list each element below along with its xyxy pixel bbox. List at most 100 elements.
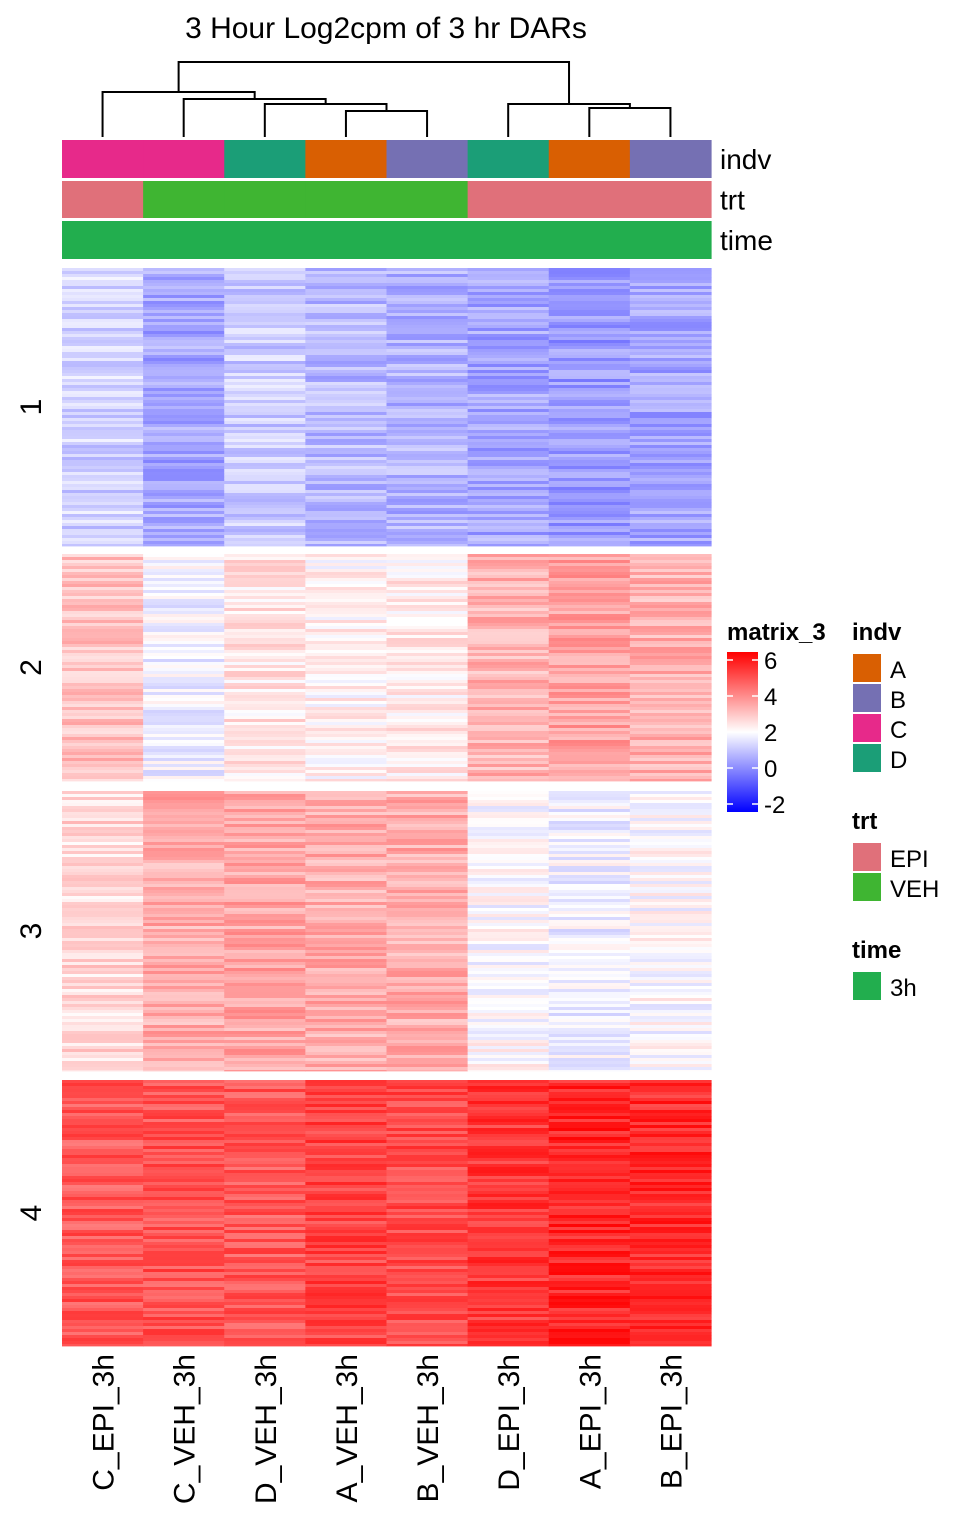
heatmap-cell <box>143 541 225 545</box>
heatmap-cell <box>224 370 306 374</box>
heatmap-cell <box>143 1110 225 1114</box>
heatmap-cell <box>143 608 225 612</box>
heatmap-cell <box>305 397 388 401</box>
heatmap-cell <box>62 689 144 693</box>
heatmap-cell <box>224 965 306 969</box>
heatmap-cell <box>629 1083 712 1087</box>
heatmap-cell <box>629 905 712 909</box>
heatmap-cell <box>305 352 388 356</box>
heatmap-cell <box>62 1221 144 1225</box>
heatmap-cell <box>224 511 306 515</box>
heatmap-cell <box>224 821 306 825</box>
heatmap-cell <box>629 824 712 828</box>
heatmap-cell <box>548 454 631 458</box>
heatmap-cell <box>548 809 631 813</box>
heatmap-cell <box>467 1004 550 1008</box>
heatmap-cell <box>386 779 469 782</box>
heatmap-cell <box>62 529 144 533</box>
heatmap-cell <box>629 746 712 750</box>
heatmap-cell <box>548 677 631 681</box>
heatmap-cell <box>629 1338 712 1342</box>
heatmap-cell <box>143 268 225 272</box>
heatmap-cell <box>143 932 225 936</box>
heatmap-cell <box>62 956 144 960</box>
heatmap-cell <box>386 1040 469 1044</box>
heatmap-cell <box>386 1146 469 1150</box>
heatmap-cell <box>467 653 550 657</box>
heatmap-cell <box>62 902 144 906</box>
heatmap-cell <box>386 863 469 867</box>
heatmap-cell <box>224 475 306 479</box>
heatmap-cell <box>62 560 144 564</box>
heatmap-cell <box>62 911 144 915</box>
heatmap-cell <box>62 653 144 657</box>
heatmap-cell <box>548 544 631 547</box>
heatmap-cell <box>62 316 144 320</box>
heatmap-cell <box>467 457 550 461</box>
heatmap-cell <box>305 1080 388 1084</box>
heatmap-cell <box>224 761 306 765</box>
heatmap-cell <box>548 797 631 801</box>
heatmap-cell <box>467 1263 550 1267</box>
heatmap-cell <box>629 469 712 473</box>
heatmap-cell <box>548 923 631 927</box>
heatmap-cell <box>548 439 631 443</box>
heatmap-cell <box>386 887 469 891</box>
heatmap-cell <box>305 451 388 455</box>
heatmap-cell <box>62 340 144 344</box>
heatmap-cell <box>548 761 631 765</box>
heatmap-cell <box>629 995 712 999</box>
heatmap-cell <box>62 517 144 521</box>
heatmap-cell <box>62 854 144 858</box>
heatmap-cell <box>62 385 144 389</box>
heatmap-cell <box>467 953 550 957</box>
heatmap-cell <box>467 731 550 735</box>
heatmap-cell <box>467 295 550 299</box>
heatmap-cell <box>629 599 712 603</box>
heatmap-cell <box>305 382 388 386</box>
annotation-cell-trt <box>386 181 469 218</box>
heatmap-cell <box>305 1055 388 1059</box>
heatmap-cell <box>143 1155 225 1159</box>
heatmap-cell <box>143 1320 225 1324</box>
heatmap-cell <box>305 1049 388 1053</box>
heatmap-cell <box>224 1185 306 1189</box>
heatmap-cell <box>629 1007 712 1011</box>
heatmap-cell <box>467 502 550 506</box>
heatmap-cell <box>143 908 225 912</box>
heatmap-cell <box>386 758 469 762</box>
heatmap-cell <box>305 1275 388 1279</box>
heatmap-cell <box>548 415 631 419</box>
heatmap-cell <box>548 578 631 582</box>
heatmap-cell <box>143 674 225 678</box>
heatmap-cell <box>467 587 550 591</box>
heatmap-cell <box>224 292 306 296</box>
heatmap-cell <box>629 617 712 621</box>
heatmap-cell <box>548 1092 631 1096</box>
heatmap-cell <box>224 289 306 293</box>
heatmap-cell <box>386 944 469 948</box>
heatmap-cell <box>548 1019 631 1023</box>
heatmap-cell <box>62 1314 144 1318</box>
heatmap-cell <box>629 1179 712 1183</box>
heatmap-cell <box>224 923 306 927</box>
heatmap-cell <box>305 689 388 693</box>
heatmap-cell <box>62 541 144 545</box>
heatmap-cell <box>548 496 631 500</box>
heatmap-cell <box>386 905 469 909</box>
heatmap-cell <box>548 746 631 750</box>
heatmap-cell <box>305 809 388 813</box>
heatmap-cell <box>62 833 144 837</box>
heatmap-cell <box>305 848 388 852</box>
heatmap-cell <box>224 569 306 573</box>
legend-item-label: EPI <box>890 846 929 873</box>
heatmap-cell <box>224 1104 306 1108</box>
heatmap-cell <box>143 722 225 726</box>
heatmap-cell <box>386 295 469 299</box>
heatmap-cell <box>386 587 469 591</box>
heatmap-cell <box>386 653 469 657</box>
heatmap-cell <box>467 1119 550 1123</box>
heatmap-cell <box>305 349 388 353</box>
heatmap-cell <box>548 373 631 377</box>
